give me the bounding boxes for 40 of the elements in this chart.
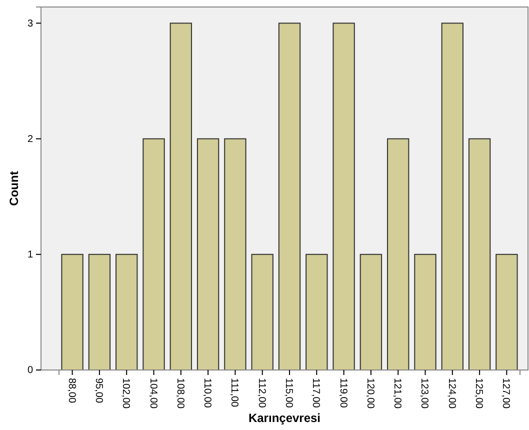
x-tick-label: 125,00 [473, 378, 484, 410]
bar [360, 254, 382, 370]
x-tick-label: 127,00 [500, 378, 512, 410]
x-tick-label: 111,00 [228, 378, 240, 408]
bar [387, 138, 410, 370]
x-tick-label: 110,00 [202, 378, 213, 408]
x-tick-label: 119,00 [337, 378, 348, 408]
bar [441, 22, 464, 370]
bar [196, 138, 220, 370]
bar [170, 22, 192, 370]
bar [332, 22, 355, 370]
x-tick-label: 104,00 [147, 378, 158, 410]
y-tick-label: 3 [27, 18, 34, 30]
x-tick-label: 108,00 [174, 378, 186, 410]
x-tick-label: 120,00 [364, 378, 376, 410]
bar [116, 254, 138, 370]
x-tick-label: 115,00 [283, 378, 294, 408]
bar [251, 254, 274, 370]
x-tick-label: 112,00 [256, 378, 267, 408]
x-axis-title: Karınçevresi [248, 411, 321, 425]
x-tick-label: 95,00 [92, 378, 104, 404]
bar [496, 254, 518, 370]
bar [306, 254, 328, 370]
bar [61, 254, 84, 370]
bar [224, 138, 246, 370]
x-tick-label: 117,00 [310, 378, 322, 408]
x-tick-label: 88,00 [66, 378, 77, 404]
y-axis-title: Count [7, 171, 21, 206]
y-tick-label: 2 [27, 134, 34, 145]
x-tick-label: 102,00 [120, 378, 132, 410]
y-tick-label: 0 [27, 365, 34, 376]
x-tick-label: 124,00 [446, 378, 457, 410]
bar [414, 254, 436, 370]
bar [278, 22, 301, 370]
x-tick-label: 123,00 [418, 378, 430, 410]
bar [88, 254, 111, 370]
x-tick-label: 121,00 [392, 378, 403, 410]
y-tick-label: 1 [27, 250, 34, 261]
bar [468, 138, 491, 370]
bar [142, 138, 165, 370]
